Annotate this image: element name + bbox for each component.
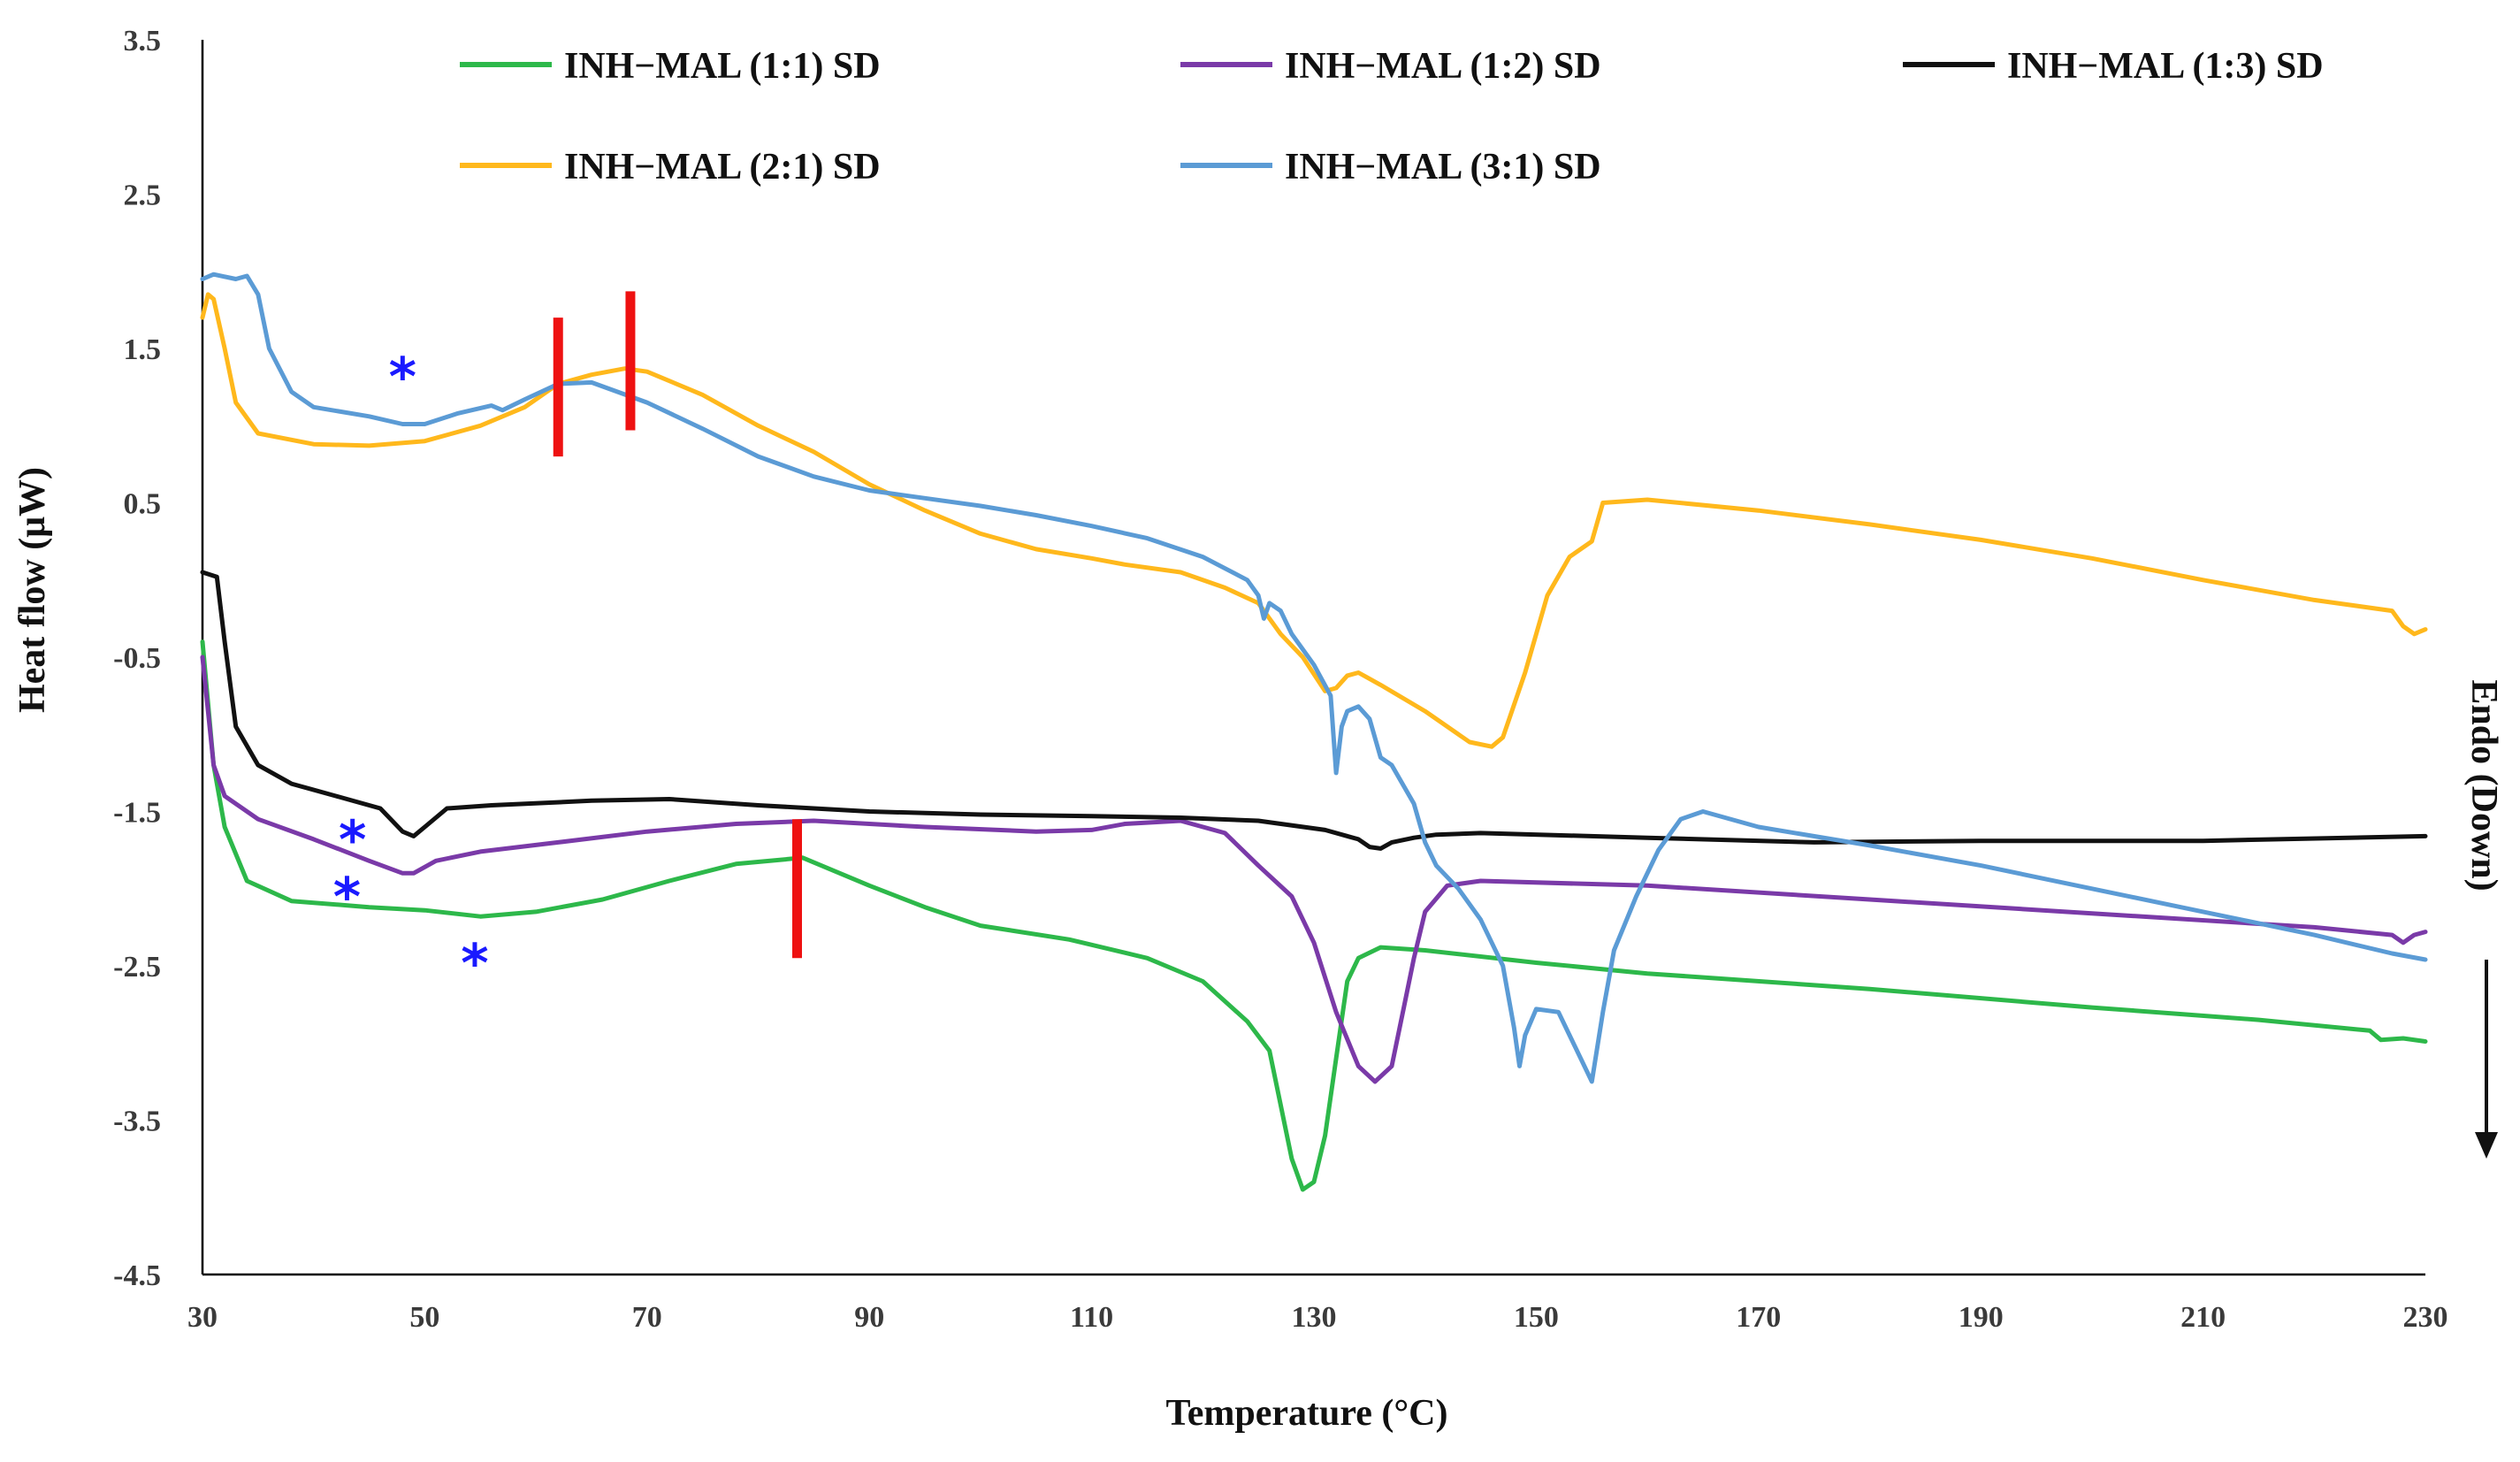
endo-down-arrow-icon [2475,960,2498,1159]
series-line-1 [200,639,2428,1192]
y-tick-label: -4.5 [113,1259,161,1292]
legend-label: INH−MAL (1:3) SD [2007,46,2324,87]
x-tick-label: 30 [187,1301,218,1334]
y-tick-label: -2.5 [113,951,161,984]
y-tick-label: 0.5 [124,488,162,521]
series-line-4 [200,292,2428,749]
x-tick-label: 110 [1070,1301,1113,1334]
y-tick-label: -1.5 [113,797,161,830]
x-tick-label: 190 [1959,1301,2004,1334]
y-tick-label: 1.5 [124,333,162,366]
series-line-2 [200,654,2428,1084]
legend-label: INH−MAL (1:2) SD [1285,46,1601,87]
y-tick-label: 3.5 [124,25,162,57]
y-tick-label: 2.5 [124,180,162,212]
x-tick-label: 90 [854,1301,884,1334]
y-tick-label: -3.5 [113,1106,161,1138]
legend-label: INH−MAL (3:1) SD [1285,147,1601,188]
asterisk-marker: * [339,809,366,871]
asterisk-marker: * [389,346,416,408]
series-line-3 [200,570,2428,851]
axes-layer: 30 50 70 90 110 130 150 170 190 210 230 3.5 2.5 1.5 0.… [113,25,2447,1334]
x-tick-label: 70 [632,1301,662,1334]
asterisk-marker: * [461,933,488,995]
x-tick-label: 230 [2403,1301,2448,1334]
series-line-5 [200,272,2428,1084]
x-tick-label: 130 [1292,1301,1337,1334]
y-axis-title: Heat flow (μW) [12,467,53,713]
x-axis-title: Temperature (°C) [1166,1393,1448,1434]
legend-label: INH−MAL (1:1) SD [564,46,881,87]
y-tick-label: -0.5 [113,642,161,675]
annotation-layer: **** [333,291,802,995]
series-layer [200,272,2428,1192]
asterisk-marker: * [333,867,361,929]
x-tick-label: 150 [1514,1301,1559,1334]
x-tick-label: 210 [2180,1301,2226,1334]
legend-label: INH−MAL (2:1) SD [564,147,881,188]
x-tick-label: 170 [1736,1301,1781,1334]
endo-direction-label: Endo (Down) [2463,679,2504,891]
legend: INH−MAL (1:1) SD INH−MAL (1:2) SD INH−MAL … [460,46,2324,188]
x-tick-label: 50 [409,1301,439,1334]
